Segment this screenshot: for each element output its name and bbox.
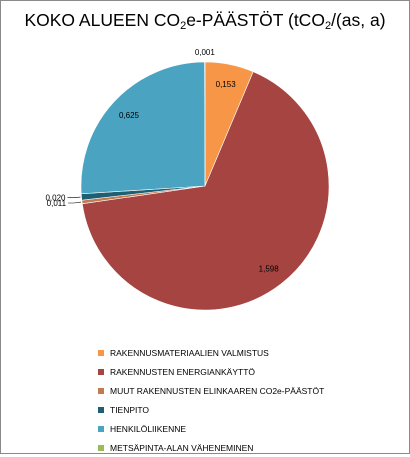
- data-label-metsapinta-alan-vaheneminen: 0,001: [195, 48, 216, 57]
- data-label-rakennusten-energiankaytto: 1,598: [259, 264, 280, 273]
- legend-item-henkiloliikenne: HENKILÖLIIKENNE: [98, 419, 324, 438]
- legend-item-metsapinta-alan-vaheneminen: METSÄPINTA-ALAN VÄHENEMINEN: [98, 438, 324, 457]
- legend-swatch: [98, 407, 104, 413]
- legend-label: HENKILÖLIIKENNE: [110, 424, 186, 434]
- data-label-tienpito: 0,020: [45, 194, 66, 203]
- leader-line-tienpito: [68, 197, 81, 198]
- legend-swatch: [98, 445, 104, 451]
- legend-label: TIENPITO: [110, 405, 149, 415]
- legend-label: RAKENNUSMATERIAALIEN VALMISTUS: [110, 348, 269, 358]
- leader-line-muut-rakennusten-elinkaaren-co2e-paastot: [68, 202, 81, 203]
- legend-item-rakennusmateriaalien-valmistus: RAKENNUSMATERIAALIEN VALMISTUS: [98, 343, 324, 362]
- legend-item-tienpito: TIENPITO: [98, 400, 324, 419]
- legend-label: MUUT RAKENNUSTEN ELINKAAREN CO2e-PÄÄSTÖT: [110, 386, 324, 396]
- legend-swatch: [98, 388, 104, 394]
- legend-label: RAKENNUSTEN ENERGIANKÄYTTÖ: [110, 367, 255, 377]
- legend-label: METSÄPINTA-ALAN VÄHENEMINEN: [110, 443, 253, 453]
- pie-slice-henkiloliikenne: [81, 62, 205, 194]
- chart-legend: RAKENNUSMATERIAALIEN VALMISTUS RAKENNUSTE…: [98, 343, 324, 457]
- legend-swatch: [98, 350, 104, 356]
- data-label-rakennusmateriaalien-valmistus: 0,153: [216, 80, 237, 89]
- legend-swatch: [98, 426, 104, 432]
- legend-item-rakennusten-energiankaytto: RAKENNUSTEN ENERGIANKÄYTTÖ: [98, 362, 324, 381]
- legend-swatch: [98, 369, 104, 375]
- legend-item-muut-rakennusten-elinkaaren-co2e-paastot: MUUT RAKENNUSTEN ELINKAAREN CO2e-PÄÄSTÖT: [98, 381, 324, 400]
- data-label-henkiloliikenne: 0,625: [119, 111, 140, 120]
